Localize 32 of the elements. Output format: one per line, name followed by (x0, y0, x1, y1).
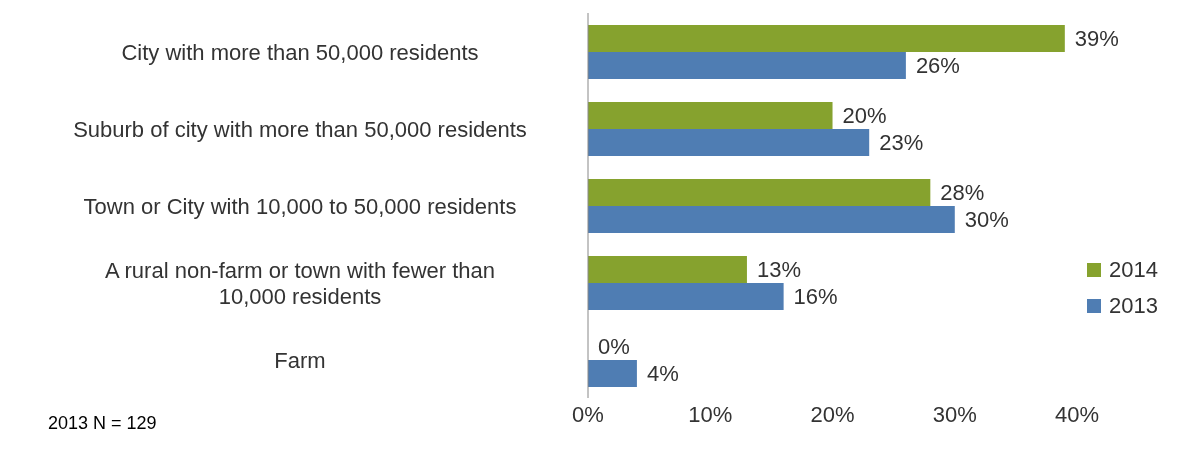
data-label: 0% (598, 334, 630, 359)
bar (588, 25, 1065, 52)
data-label: 20% (842, 103, 887, 128)
data-label: 4% (646, 361, 679, 386)
data-label: 16% (793, 284, 838, 309)
x-tick-label: 10% (688, 401, 733, 427)
data-label: 13% (756, 257, 801, 282)
x-tick-label: 20% (810, 401, 855, 427)
data-label: 23% (879, 130, 924, 155)
text: 2013 N = 129 (48, 413, 157, 434)
legend-label: 2014 (1109, 256, 1158, 284)
y-tick-label: Suburb of city with more than 50,000 residents (73, 116, 527, 141)
y-tick-label: A rural non-farm or town with fewer than 10,000 residents (104, 257, 496, 308)
data-label: 28% (940, 180, 985, 205)
bar (588, 206, 955, 233)
bar (588, 102, 833, 129)
bar (588, 179, 931, 206)
bar (588, 256, 747, 283)
data-label: 39% (1074, 26, 1119, 51)
x-tick-label: 30% (932, 401, 977, 427)
x-tick-label: 0% (572, 401, 604, 427)
x-tick-label: 40% (1055, 401, 1100, 427)
y-tick-label: City with more than 50,000 residents (121, 39, 479, 64)
data-label: 30% (964, 207, 1009, 232)
bar (588, 360, 637, 387)
data-label: 26% (915, 53, 960, 78)
y-tick-label: Farm (274, 347, 326, 372)
legend-label: 2013 (1109, 292, 1158, 320)
bar (588, 129, 870, 156)
y-tick-label: Town or City with 10,000 to 50,000 residents (83, 193, 517, 218)
bar (588, 52, 906, 79)
bar (588, 283, 784, 310)
